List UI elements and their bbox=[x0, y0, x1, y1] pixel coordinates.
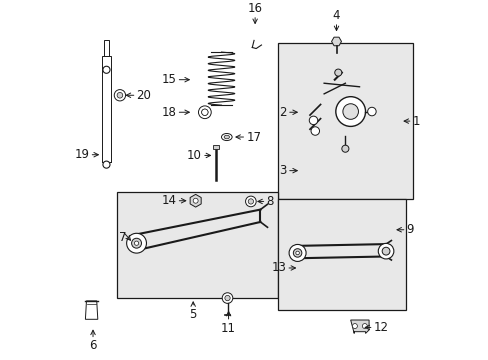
Text: 12: 12 bbox=[373, 321, 388, 334]
Circle shape bbox=[352, 324, 357, 329]
Circle shape bbox=[310, 127, 319, 135]
Circle shape bbox=[193, 198, 198, 203]
Circle shape bbox=[126, 233, 146, 253]
Text: 13: 13 bbox=[271, 261, 285, 274]
Bar bbox=[102, 56, 111, 162]
Text: 15: 15 bbox=[162, 73, 176, 86]
Circle shape bbox=[342, 104, 358, 119]
Circle shape bbox=[382, 247, 389, 255]
Circle shape bbox=[367, 107, 375, 116]
Circle shape bbox=[335, 97, 365, 126]
Text: 20: 20 bbox=[136, 89, 151, 102]
Text: 7: 7 bbox=[119, 231, 126, 244]
Bar bbox=[278, 199, 405, 310]
Text: 17: 17 bbox=[246, 131, 261, 144]
Circle shape bbox=[245, 196, 256, 207]
Circle shape bbox=[248, 199, 253, 204]
Circle shape bbox=[102, 161, 110, 168]
Ellipse shape bbox=[221, 134, 232, 140]
Circle shape bbox=[222, 293, 232, 303]
Circle shape bbox=[114, 90, 125, 101]
Circle shape bbox=[201, 109, 207, 116]
Circle shape bbox=[334, 69, 341, 76]
Bar bbox=[278, 43, 412, 199]
Circle shape bbox=[288, 244, 305, 261]
Polygon shape bbox=[190, 194, 201, 207]
Text: 3: 3 bbox=[279, 164, 286, 177]
Bar bbox=[104, 40, 108, 56]
Circle shape bbox=[198, 106, 211, 118]
Text: 10: 10 bbox=[187, 149, 202, 162]
Circle shape bbox=[341, 145, 348, 152]
Text: 9: 9 bbox=[406, 223, 413, 236]
Text: 6: 6 bbox=[89, 339, 97, 352]
Circle shape bbox=[102, 66, 110, 73]
Circle shape bbox=[293, 249, 301, 257]
Text: 8: 8 bbox=[266, 195, 273, 208]
Circle shape bbox=[362, 324, 366, 329]
Circle shape bbox=[308, 116, 317, 125]
Text: 2: 2 bbox=[279, 106, 286, 119]
Text: 4: 4 bbox=[332, 9, 340, 22]
Circle shape bbox=[201, 109, 207, 116]
Text: 11: 11 bbox=[221, 322, 236, 335]
Circle shape bbox=[134, 241, 139, 245]
Circle shape bbox=[131, 238, 141, 248]
Text: 14: 14 bbox=[161, 194, 176, 207]
Circle shape bbox=[117, 93, 122, 98]
Bar bbox=[213, 145, 219, 149]
Bar bbox=[117, 192, 278, 298]
Text: 1: 1 bbox=[412, 114, 419, 127]
Circle shape bbox=[295, 251, 299, 255]
Polygon shape bbox=[350, 320, 368, 333]
Text: 16: 16 bbox=[247, 2, 262, 15]
Text: 18: 18 bbox=[162, 106, 176, 119]
Text: 5: 5 bbox=[189, 307, 197, 321]
Ellipse shape bbox=[224, 135, 229, 139]
Polygon shape bbox=[85, 301, 98, 319]
Circle shape bbox=[378, 243, 393, 259]
Polygon shape bbox=[331, 37, 341, 46]
Circle shape bbox=[224, 296, 230, 301]
Text: 19: 19 bbox=[74, 148, 89, 161]
